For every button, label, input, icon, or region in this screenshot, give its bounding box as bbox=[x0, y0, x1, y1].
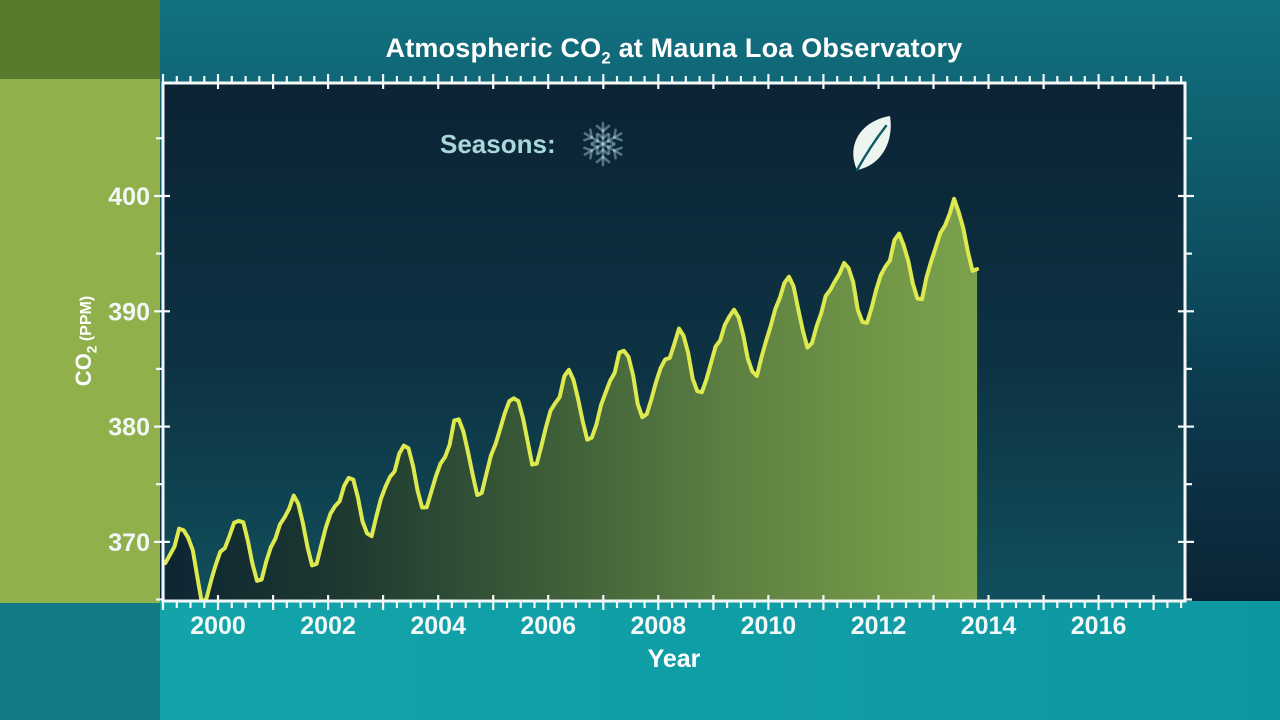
co2-line bbox=[163, 196, 980, 601]
chart-title: Atmospheric CO2 at Mauna Loa Observatory bbox=[385, 33, 963, 68]
bottom-teal-band bbox=[160, 601, 1280, 720]
y-axis-label: CO2 (PPM) bbox=[71, 295, 100, 387]
axis-ticks bbox=[154, 74, 1194, 610]
x-axis-label: Year bbox=[647, 645, 701, 673]
snowflake-icon bbox=[583, 121, 623, 167]
left-sidebar-teal-block bbox=[0, 603, 160, 720]
left-sidebar-olive-block bbox=[0, 0, 160, 79]
co2-area-fill bbox=[165, 198, 978, 601]
co2-subscript: 2 bbox=[601, 48, 611, 68]
seasons-label: Seasons: bbox=[440, 129, 556, 159]
leaf-icon bbox=[853, 116, 891, 172]
co2-series bbox=[163, 196, 980, 601]
plot-area bbox=[163, 83, 1185, 601]
left-sidebar-green-block bbox=[0, 79, 160, 603]
plot-frame bbox=[161, 81, 1187, 603]
